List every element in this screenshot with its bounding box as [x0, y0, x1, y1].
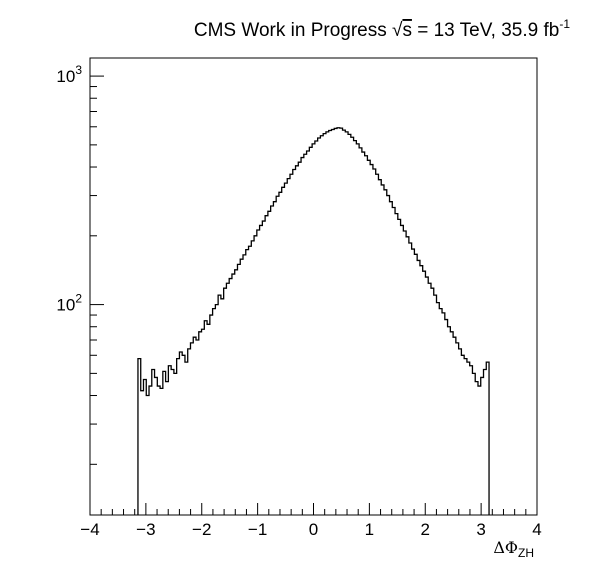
x-tick-label: 3 [476, 520, 485, 539]
x-axis-title: ΔΦZH [493, 538, 534, 560]
title-lumi-exponent: -1 [559, 17, 570, 31]
x-tick-label: −1 [248, 520, 267, 539]
x-axis-title-sub: ZH [518, 546, 534, 560]
x-tick-label: 2 [421, 520, 430, 539]
y-axis-ticks: 102 103 [56, 63, 104, 465]
x-tick-label: −3 [136, 520, 155, 539]
title-prefix: CMS Work in Progress [194, 20, 392, 41]
x-axis-ticks: −4 −3 −2 −1 0 1 2 3 4 [80, 503, 542, 539]
title-sqrt-var: s [402, 20, 412, 41]
x-tick-label: 4 [532, 520, 541, 539]
x-tick-label: 1 [365, 520, 374, 539]
title-sqrt-symbol: √ [392, 20, 403, 41]
x-axis-title-main: ΔΦ [493, 538, 518, 557]
y-tick-label: 103 [56, 63, 82, 86]
x-tick-label: −2 [192, 520, 211, 539]
x-tick-label: 0 [309, 520, 318, 539]
chart-title: CMS Work in Progress √s = 13 TeV, 35.9 f… [194, 17, 570, 41]
histogram-line [137, 127, 490, 515]
histogram-series [137, 127, 490, 515]
x-tick-label: −4 [80, 520, 99, 539]
title-energy-lumi: = 13 TeV, 35.9 fb [412, 20, 559, 41]
y-tick-label: 102 [56, 292, 82, 315]
